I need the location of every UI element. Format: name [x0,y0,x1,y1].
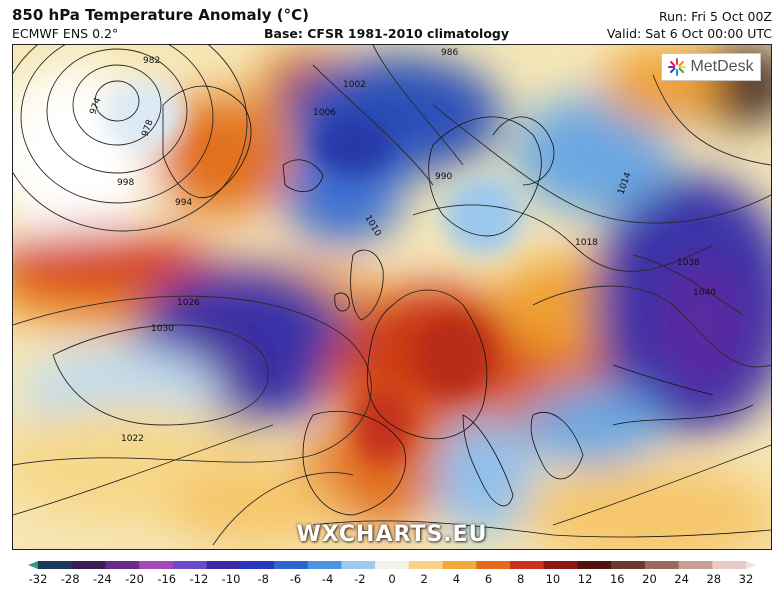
colorbar-segment [105,561,140,569]
colorbar-tick: 12 [577,572,593,586]
colorbar-segment [38,561,73,569]
colorbar-segment [341,561,376,569]
isobar-labels: 982 974 978 986 990 994 998 1002 1006 10… [88,48,716,444]
colorbar-max-arrow [746,561,756,569]
colorbar-segment [240,561,275,569]
colorbar-segment [274,561,309,569]
colorbar-tick-labels: -32 -28 -24 -20 -16 -12 -10 -8 -6 -4 -2 0 2 4 6 8 10 12 16… [0,572,784,590]
isobar-label-990: 990 [435,172,452,182]
colorbar-segment [577,561,612,569]
colorbar-tick: 2 [420,572,428,586]
colorbar-tick: 16 [609,572,625,586]
colorbar-tick: -32 [28,572,48,586]
colorbar-tick: -12 [189,572,209,586]
colorbar-tick: -2 [354,572,366,586]
colorbar-tick: 32 [738,572,754,586]
colorbar-segment [172,561,208,569]
colorbar-segment [408,561,444,569]
colorbar-tick: 24 [674,572,689,586]
isobar-contours [13,45,771,546]
colorbar-tick: -10 [221,572,241,586]
colorbar-segment [206,561,241,569]
run-label: Run: Fri 5 Oct 00Z [658,9,772,24]
isobar-label-1006: 1006 [313,108,336,118]
colorbar-tick: 0 [388,572,396,586]
colorbar-segment [644,561,680,569]
colorbar-tick: -28 [60,572,80,586]
isobar-label-1026: 1026 [177,298,200,308]
colorbar-tick: -20 [125,572,144,586]
colorbar-tick: -6 [289,572,302,586]
colorbar-tick: 6 [484,572,493,586]
anomaly-field: 982 974 978 986 990 994 998 1002 1006 10… [13,45,771,549]
colorbar-segment [678,561,713,569]
isobar-label-1040: 1040 [693,288,716,298]
isobar-label-1030: 1030 [151,324,174,334]
colorbar [28,561,756,569]
colorbar-segment [139,561,174,569]
colorbar-segment [611,561,646,569]
model-label: ECMWF ENS 0.2° [12,26,119,41]
colorbar-segment [375,561,410,569]
colorbar-tick: 28 [706,572,722,586]
metdesk-logo: MetDesk [661,53,761,81]
isobar-label-994: 994 [175,198,192,208]
colorbar-tick: -24 [92,572,112,586]
isobar-label-1018: 1018 [575,238,598,248]
star-burst-icon [668,58,687,76]
isobar-label-1022: 1022 [121,434,144,444]
valid-time-label: Valid: Sat 6 Oct 00:00 UTC [606,26,772,41]
isobar-label-1002: 1002 [343,80,366,90]
colorbar-segment [543,561,578,569]
colorbar-tick: 10 [545,572,561,586]
colorbar-segment [712,561,747,569]
colorbar-tick: 20 [642,572,657,586]
colorbar-segment [71,561,106,569]
base-climatology-label: Base: CFSR 1981-2010 climatology [264,26,510,41]
metdesk-logo-text: MetDesk [690,58,754,75]
wxcharts-watermark: WXCHARTS.EU [296,522,488,547]
colorbar-segment [476,561,511,569]
colorbar-tick: 8 [517,572,525,586]
colorbar-tick: -8 [257,572,269,586]
colorbar-segment [442,561,477,569]
isobar-label-1038: 1038 [677,258,700,268]
colorbar-min-arrow [28,561,38,569]
coastlines [162,85,771,538]
colorbar-segment [307,561,342,569]
colorbar-tick: -4 [321,572,334,586]
isobar-label-982: 982 [143,56,160,66]
chart-title: 850 hPa Temperature Anomaly (°C) [12,6,309,24]
isobar-label-986: 986 [441,48,458,58]
colorbar-tick: 4 [452,572,461,586]
colorbar-segment [510,561,545,569]
colorbar-tick: -16 [157,572,177,586]
anomaly-map[interactable]: 982 974 978 986 990 994 998 1002 1006 10… [12,44,772,550]
isobar-label-998: 998 [117,178,134,188]
